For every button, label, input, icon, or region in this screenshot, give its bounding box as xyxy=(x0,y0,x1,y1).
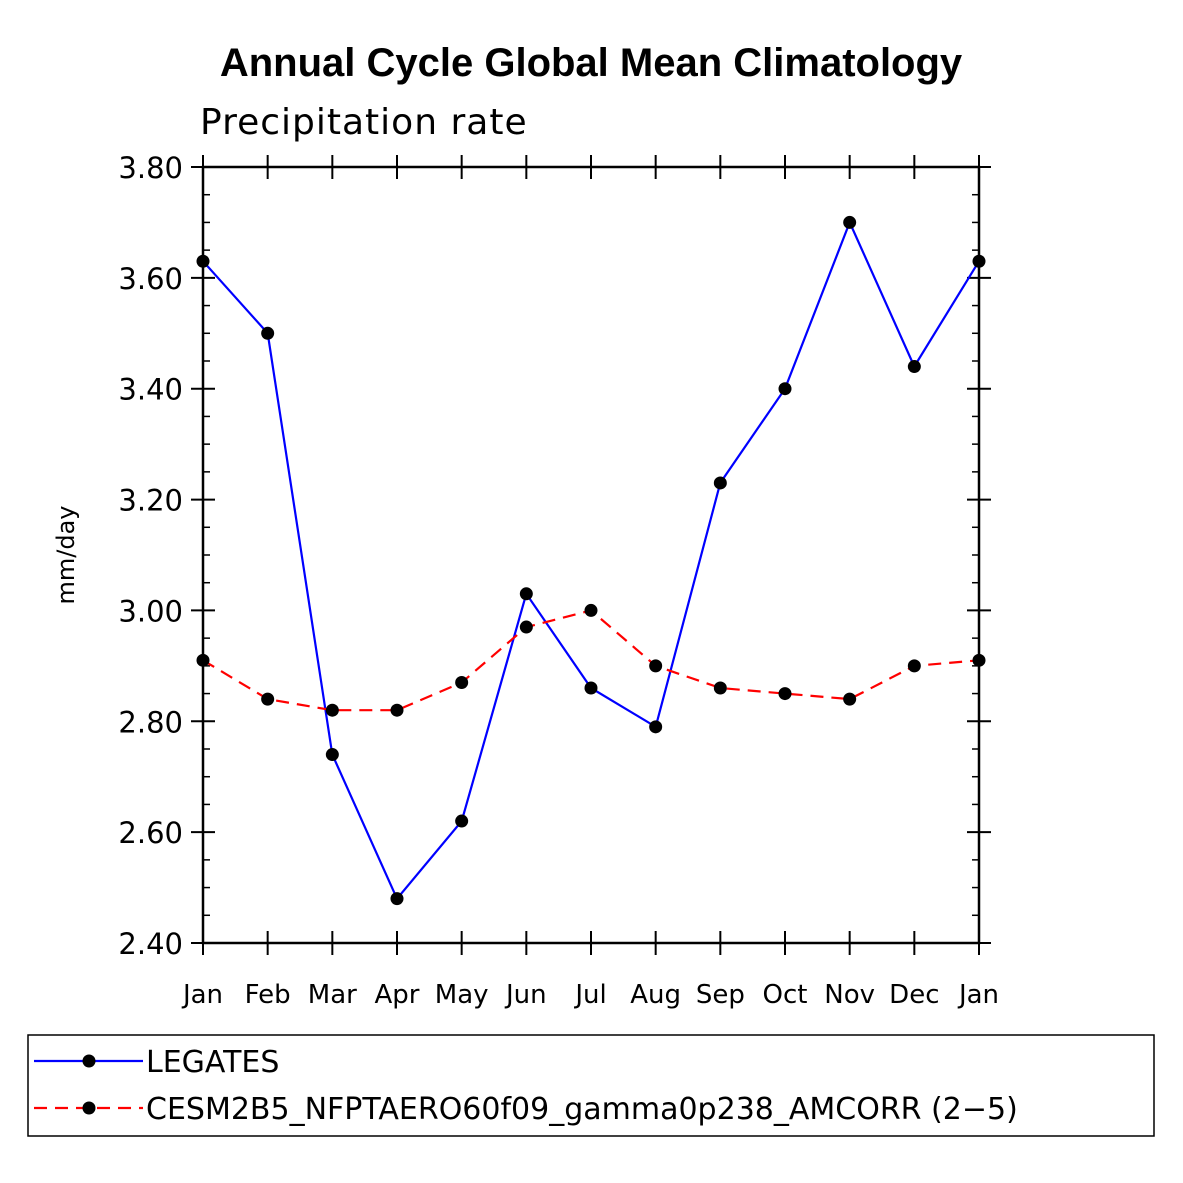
x-tick-label: May xyxy=(435,980,489,1010)
y-tick-label: 3.00 xyxy=(118,594,183,628)
x-tick-labels: Jan Feb Mar Apr May Jun Jul Aug Sep Oct Nov Dec Jan xyxy=(181,980,999,1010)
y-tick-label: 3.60 xyxy=(118,262,183,296)
data-point xyxy=(972,254,986,268)
legend-entry: LEGATES xyxy=(34,1045,279,1080)
axis-ticks xyxy=(191,155,991,955)
legend-entry: CESM2B5_NFPTAERO60f09_gamma0p238_AMCORR … xyxy=(34,1092,1018,1127)
data-point xyxy=(713,476,727,490)
data-point xyxy=(519,587,533,601)
x-tick-label: Mar xyxy=(308,980,357,1010)
x-tick-label: Dec xyxy=(889,980,939,1010)
plot-frame xyxy=(201,165,981,945)
data-point xyxy=(519,620,533,634)
data-point xyxy=(907,659,921,673)
data-point xyxy=(843,215,857,229)
legend: LEGATES CESM2B5_NFPTAERO60f09_gamma0p238_… xyxy=(27,1034,1155,1137)
series-layer xyxy=(196,215,986,906)
y-tick-label: 3.80 xyxy=(118,151,183,185)
data-point xyxy=(713,681,727,695)
y-tick-label: 2.60 xyxy=(118,816,183,850)
y-axis-label: mm/day xyxy=(52,506,80,605)
y-tick-label: 2.80 xyxy=(118,705,183,739)
x-tick-label: Jul xyxy=(573,980,606,1010)
legend-marker xyxy=(82,1101,96,1115)
y-tick-label: 3.40 xyxy=(118,373,183,407)
series-line xyxy=(202,219,980,901)
data-point xyxy=(778,382,792,396)
data-point xyxy=(455,675,469,689)
series-1 xyxy=(196,215,986,906)
data-point xyxy=(649,659,663,673)
data-point xyxy=(196,653,210,667)
x-tick-label: Jan xyxy=(181,980,223,1010)
data-point xyxy=(455,814,469,828)
x-tick-label: Jun xyxy=(504,980,547,1010)
data-point xyxy=(584,603,598,617)
legend-label: LEGATES xyxy=(146,1045,279,1080)
legend-marker xyxy=(82,1054,96,1068)
x-tick-label: Oct xyxy=(763,980,808,1010)
data-point xyxy=(196,254,210,268)
legend-entries: LEGATES CESM2B5_NFPTAERO60f09_gamma0p238_… xyxy=(34,1045,1018,1127)
data-point xyxy=(649,720,663,734)
chart-title: Annual Cycle Global Mean Climatology xyxy=(220,41,963,85)
x-tick-label: Apr xyxy=(375,980,420,1010)
y-tick-labels: 2.40 2.60 2.80 3.00 3.20 3.40 3.60 3.80 xyxy=(118,151,183,961)
legend-label: CESM2B5_NFPTAERO60f09_gamma0p238_AMCORR … xyxy=(146,1092,1018,1127)
data-point xyxy=(843,692,857,706)
x-tick-label: Sep xyxy=(696,980,745,1010)
data-point xyxy=(972,653,986,667)
data-point xyxy=(390,703,404,717)
x-tick-label: Nov xyxy=(824,980,875,1010)
x-tick-label: Feb xyxy=(245,980,291,1010)
series-line xyxy=(202,609,980,712)
data-point xyxy=(584,681,598,695)
y-tick-label: 3.20 xyxy=(118,484,183,518)
x-tick-label: Aug xyxy=(630,980,681,1010)
data-point xyxy=(907,360,921,374)
data-point xyxy=(261,692,275,706)
series-2 xyxy=(196,603,986,717)
data-point xyxy=(325,703,339,717)
chart-subtitle: Precipitation rate xyxy=(200,102,528,143)
y-tick-label: 2.40 xyxy=(118,927,183,961)
data-point xyxy=(261,326,275,340)
data-point xyxy=(390,892,404,906)
data-point xyxy=(325,748,339,762)
x-tick-label: Jan xyxy=(957,980,999,1010)
data-point xyxy=(778,687,792,701)
legend-box xyxy=(27,1034,1155,1137)
